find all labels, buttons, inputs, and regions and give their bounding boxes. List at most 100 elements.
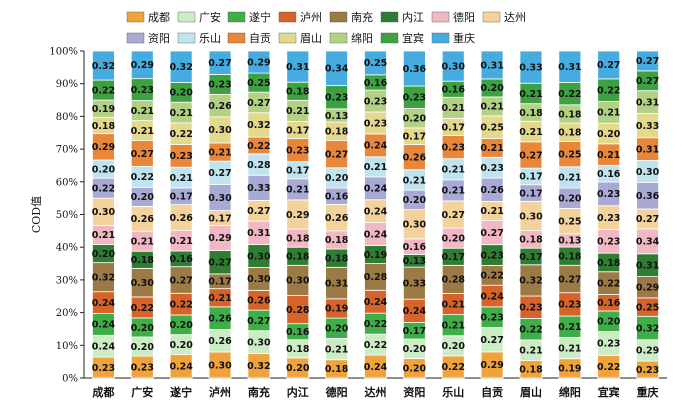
data-label: 0.20	[131, 342, 155, 353]
data-label: 0.17	[403, 326, 426, 337]
data-label: 0.16	[325, 192, 349, 203]
data-label: 0.30	[208, 360, 232, 371]
data-label: 0.32	[247, 120, 270, 131]
legend-swatch-1	[177, 11, 196, 23]
data-label: 0.32	[247, 361, 270, 372]
data-label: 0.19	[558, 364, 581, 375]
x-tick-label: 广安	[131, 385, 153, 399]
x-tick-label: 资阳	[403, 385, 425, 399]
data-label: 0.20	[558, 194, 582, 205]
data-label: 0.24	[92, 298, 116, 309]
legend-label-11: 眉山	[300, 32, 322, 45]
data-label: 0.21	[286, 106, 309, 117]
data-label: 0.33	[519, 62, 542, 73]
data-label: 0.16	[169, 254, 193, 265]
data-label: 0.27	[480, 335, 503, 346]
data-label: 0.16	[597, 298, 621, 309]
data-label: 0.18	[597, 258, 621, 269]
legend-swatch-14	[431, 32, 450, 44]
data-label: 0.21	[364, 162, 387, 173]
data-label: 0.13	[325, 111, 348, 122]
bar-stack-重庆: 0.23 0.29 0.32 0.25 0.29 0.31 0.34 0.27 0.36 0.30…	[636, 50, 660, 379]
data-label: 0.24	[364, 141, 388, 152]
x-tick-label: 绵阳	[559, 385, 581, 399]
data-label: 0.20	[169, 88, 193, 99]
data-label: 0.20	[442, 341, 466, 352]
y-tick-label: 10%	[56, 341, 78, 352]
bar-stack-乐山: 0.22 0.20 0.21 0.21 0.28 0.17 0.20 0.27 0.21 0.21…	[442, 50, 466, 379]
data-label: 0.30	[208, 125, 232, 136]
bar-stack-资阳: 0.20 0.20 0.17 0.24 0.33 0.13 0.16 0.30 0.20 0.21…	[403, 50, 427, 379]
data-label: 0.21	[558, 173, 581, 184]
data-label: 0.28	[442, 275, 466, 286]
data-label: 0.23	[480, 163, 503, 174]
data-label: 0.30	[286, 276, 310, 287]
data-label: 0.30	[247, 251, 271, 262]
data-label: 0.20	[597, 129, 621, 140]
data-label: 0.23	[558, 300, 581, 311]
data-label: 0.21	[597, 150, 620, 161]
legend-label-2: 遂宁	[249, 10, 271, 24]
bar-segment	[208, 50, 232, 75]
data-label: 0.18	[519, 365, 543, 376]
data-label: 0.22	[597, 85, 620, 96]
y-tick-label: 100%	[49, 47, 78, 58]
data-label: 0.22	[169, 299, 192, 310]
data-label: 0.21	[480, 206, 503, 217]
data-label: 0.23	[364, 118, 387, 129]
data-label: 0.27	[208, 58, 231, 69]
legend-swatch-13	[380, 32, 399, 44]
data-label: 0.21	[131, 236, 154, 247]
data-label: 0.18	[286, 233, 310, 244]
data-label: 0.34	[636, 237, 660, 248]
data-label: 0.22	[247, 141, 270, 152]
data-label: 0.32	[92, 272, 115, 283]
bar-segment	[247, 50, 271, 74]
data-label: 0.26	[208, 101, 232, 112]
data-label: 0.30	[403, 220, 427, 231]
data-label: 0.27	[636, 214, 659, 225]
legend-swatch-2	[227, 11, 246, 23]
data-label: 0.20	[169, 340, 193, 351]
data-label: 0.31	[480, 60, 503, 71]
data-label: 0.31	[247, 228, 270, 239]
data-label: 0.21	[325, 344, 348, 355]
data-label: 0.29	[480, 360, 503, 371]
data-label: 0.27	[636, 76, 659, 87]
data-label: 0.21	[403, 175, 426, 186]
x-tick-label: 眉山	[520, 385, 542, 399]
data-label: 0.24	[364, 362, 388, 373]
data-label: 0.36	[636, 191, 660, 202]
data-label: 0.21	[442, 186, 465, 197]
data-label: 0.18	[558, 128, 582, 139]
data-label: 0.18	[92, 121, 116, 132]
data-label: 0.31	[636, 97, 659, 108]
legend-swatch-0	[126, 11, 145, 23]
data-label: 0.21	[169, 173, 192, 184]
data-label: 0.20	[403, 113, 427, 124]
data-label: 0.19	[92, 104, 115, 115]
data-label: 0.21	[558, 343, 581, 354]
data-label: 0.26	[403, 152, 427, 163]
data-label: 0.20	[286, 363, 310, 374]
data-label: 0.20	[131, 323, 155, 334]
legend-label-1: 广安	[199, 10, 221, 24]
data-label: 0.25	[247, 78, 270, 89]
data-label: 0.20	[403, 344, 427, 355]
data-label: 0.16	[597, 169, 621, 180]
data-label: 0.21	[131, 126, 154, 137]
bar-stack-自贡: 0.29 0.27 0.23 0.24 0.22 0.23 0.27 0.21 0.26 0.23…	[480, 50, 504, 379]
data-label: 0.20	[92, 249, 116, 260]
data-label: 0.17	[208, 277, 231, 288]
data-label: 0.16	[286, 327, 310, 338]
data-label: 0.28	[286, 305, 310, 316]
data-label: 0.16	[442, 85, 466, 96]
bar-segment	[597, 50, 621, 80]
data-label: 0.32	[169, 62, 192, 73]
data-label: 0.27	[597, 60, 620, 71]
data-label: 0.30	[519, 211, 543, 222]
data-label: 0.20	[92, 164, 116, 175]
y-tick-label: 30%	[56, 275, 78, 286]
